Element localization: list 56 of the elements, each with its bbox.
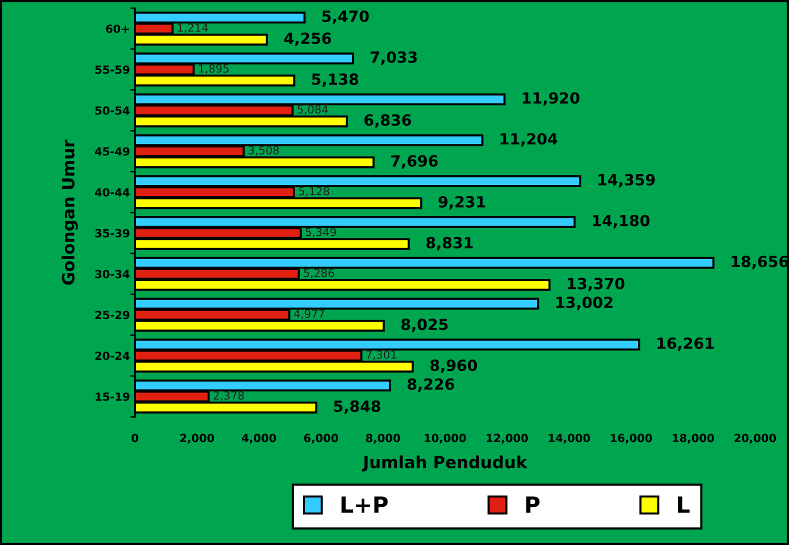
data-label: 18,656 (732, 256, 788, 270)
x-tick-label: 16,000 (610, 434, 652, 444)
data-label: 5,138 (312, 73, 358, 87)
data-label: 14,359 (598, 174, 655, 188)
x-tick-label: 18,000 (672, 434, 714, 444)
data-label: 5,470 (322, 10, 369, 24)
data-label: 13,370 (568, 278, 624, 292)
y-tick-label: 55-59 (95, 65, 130, 74)
y-tick-label: 45-49 (95, 147, 130, 156)
y-tick-label: 30-34 (95, 270, 130, 278)
data-label: 2,378 (214, 391, 244, 401)
data-label: 13,002 (556, 296, 612, 310)
data-label: 5,848 (334, 400, 380, 414)
data-label: 1,214 (178, 23, 208, 33)
y-axis-title: Golongan Umur (62, 140, 78, 285)
y-tick-label: 20-24 (95, 352, 130, 360)
data-label: 11,204 (500, 133, 558, 147)
data-label: 5,286 (304, 268, 334, 278)
data-label: 3,508 (248, 146, 279, 156)
y-tick-label: 50-54 (95, 106, 130, 115)
legend-label: P (526, 496, 540, 513)
data-label: 4,256 (284, 32, 332, 46)
data-label: 14,180 (593, 214, 650, 228)
data-label: 4,977 (294, 310, 324, 320)
x-tick-label: 14,000 (548, 434, 590, 444)
data-label: 9,231 (438, 196, 486, 210)
y-tick-label: 25-29 (95, 310, 130, 320)
data-label: 8,226 (408, 378, 454, 392)
legend-label: L+P (342, 496, 388, 513)
data-label: 6,836 (364, 114, 412, 128)
y-tick-label: 35-39 (95, 228, 130, 238)
y-tick-label: 40-44 (95, 188, 130, 196)
data-label: 7,033 (370, 51, 417, 65)
data-label: 7,301 (366, 350, 396, 360)
data-label: 16,261 (658, 337, 714, 351)
y-tick-label: 60+ (106, 24, 129, 33)
x-tick-label: 8,000 (366, 434, 400, 444)
data-label: 11,920 (522, 92, 580, 106)
x-tick-label: 6,000 (304, 434, 338, 444)
y-tick-label: 15-19 (96, 392, 130, 401)
data-label: 7,696 (391, 155, 438, 169)
data-label: 5,128 (298, 186, 330, 196)
x-tick-label: 10,000 (424, 434, 466, 444)
x-tick-label: 4,000 (242, 434, 276, 444)
x-tick-label: 12,000 (486, 434, 528, 444)
x-tick-label: 2,000 (180, 434, 214, 444)
data-label: 1,895 (199, 64, 229, 74)
data-label: 5,349 (306, 228, 336, 238)
x-axis-title: Jumlah Penduduk (362, 455, 528, 472)
data-label: 8,831 (426, 236, 473, 250)
data-label: 8,960 (430, 360, 478, 374)
legend-label: L (678, 496, 690, 513)
x-tick-label: 20,000 (734, 434, 776, 444)
data-label: 8,025 (401, 318, 448, 332)
x-tick-label: 0 (132, 434, 138, 442)
data-label: 5,084 (298, 105, 328, 115)
